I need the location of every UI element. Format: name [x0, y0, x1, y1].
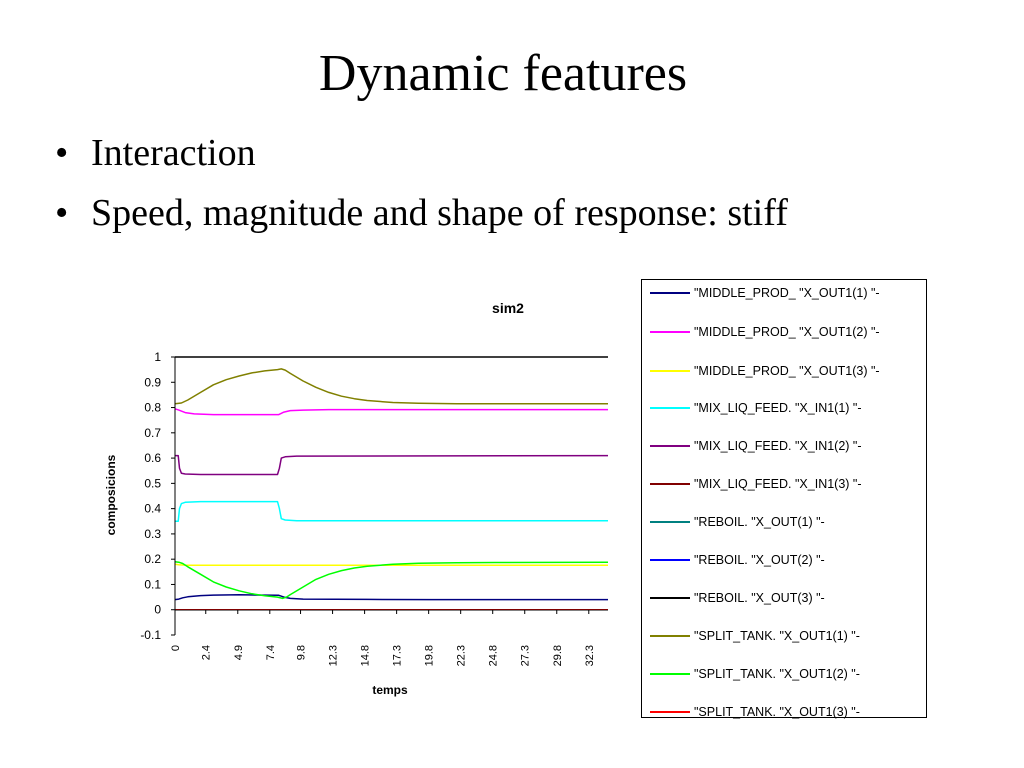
chart-title: sim2 [492, 300, 524, 316]
x-tick-label: 32.3 [584, 645, 596, 666]
legend-label: "REBOIL. "X_OUT(2) "- [694, 553, 825, 567]
legend-swatch [650, 635, 690, 637]
bullet-marker: • [55, 192, 69, 234]
y-tick-label: 0.9 [144, 375, 161, 389]
legend-label: "SPLIT_TANK. "X_OUT1(1) "- [694, 629, 860, 643]
series-line-5 [175, 454, 609, 476]
x-axis-label: temps [372, 683, 408, 697]
legend-swatch [650, 445, 690, 447]
y-tick-label: 0 [154, 603, 161, 617]
x-tick-label: 29.8 [552, 645, 564, 666]
y-axis-label: composicions [104, 454, 118, 535]
legend-label: "MIDDLE_PROD_ "X_OUT1(1) "- [694, 286, 880, 300]
legend-label: "MIX_LIQ_FEED. "X_IN1(2) "- [694, 439, 862, 453]
y-tick-label: 1 [154, 350, 161, 364]
x-tick-label: 0 [170, 645, 182, 651]
legend-label: "MIX_LIQ_FEED. "X_IN1(1) "- [694, 401, 862, 415]
series-line-4 [175, 500, 608, 523]
legend-label: "SPLIT_TANK. "X_OUT1(3) "- [694, 705, 860, 719]
x-tick-label: 24.8 [488, 645, 500, 666]
y-tick-label: 0.4 [144, 502, 161, 516]
legend-label: "REBOIL. "X_OUT(3) "- [694, 591, 825, 605]
series-line-2 [174, 408, 608, 416]
legend-swatch [650, 483, 690, 485]
series-line-1 [174, 594, 608, 601]
bullet-marker: • [55, 132, 69, 174]
x-tick-label: 22.3 [456, 645, 468, 666]
legend-swatch [650, 711, 690, 713]
legend-swatch [650, 292, 690, 294]
series-line-11 [174, 560, 609, 600]
x-tick-label: 2.4 [201, 645, 213, 660]
slide-title: Dynamic features [318, 45, 688, 102]
legend-label: "MIX_LIQ_FEED. "X_IN1(3) "- [694, 477, 862, 491]
x-tick-label: 7.4 [265, 645, 277, 660]
y-tick-label: 0.2 [144, 552, 161, 566]
x-tick-label: 17.3 [392, 645, 404, 666]
x-tick-label: 14.8 [360, 645, 372, 666]
y-tick-label: 0.3 [144, 527, 161, 541]
y-tick-label: 0.6 [144, 451, 161, 465]
bullet-list: • Interaction • Speed, magnitude and sha… [55, 130, 788, 250]
x-tick-label: 9.8 [296, 645, 308, 660]
x-tick-label: 19.8 [424, 645, 436, 666]
legend-label: "MIDDLE_PROD_ "X_OUT1(3) "- [694, 364, 880, 378]
x-tick-label: 4.9 [233, 645, 245, 660]
legend-swatch [650, 597, 690, 599]
legend-label: "SPLIT_TANK. "X_OUT1(2) "- [694, 667, 860, 681]
legend-swatch [650, 559, 690, 561]
y-tick-label: 0.5 [144, 476, 161, 490]
y-tick-label: 0.7 [144, 426, 161, 440]
bullet-text: Interaction [91, 132, 256, 174]
legend-swatch [650, 673, 690, 675]
legend-swatch [650, 521, 690, 523]
legend-swatch [650, 331, 690, 333]
x-tick-label: 27.3 [520, 645, 532, 666]
x-tick-label: 12.3 [328, 645, 340, 666]
series-line-3 [174, 563, 608, 566]
bullet-speed-magnitude-shape: • Speed, magnitude and shape of response… [55, 190, 788, 236]
y-tick-label: -0.1 [140, 628, 161, 642]
legend-swatch [650, 370, 690, 372]
bullet-text: Speed, magnitude and shape of response: … [91, 192, 788, 234]
legend-label: "MIDDLE_PROD_ "X_OUT1(2) "- [694, 325, 880, 339]
y-tick-label: 0.1 [144, 577, 161, 591]
legend-swatch [650, 407, 690, 409]
chart-legend: "MIDDLE_PROD_ "X_OUT1(1) "- "MIDDLE_PROD_… [641, 279, 927, 719]
bullet-interaction: • Interaction [55, 130, 788, 176]
y-tick-label: 0.8 [144, 401, 161, 415]
series-line-10 [174, 368, 608, 405]
legend-label: "REBOIL. "X_OUT(1) "- [694, 515, 825, 529]
